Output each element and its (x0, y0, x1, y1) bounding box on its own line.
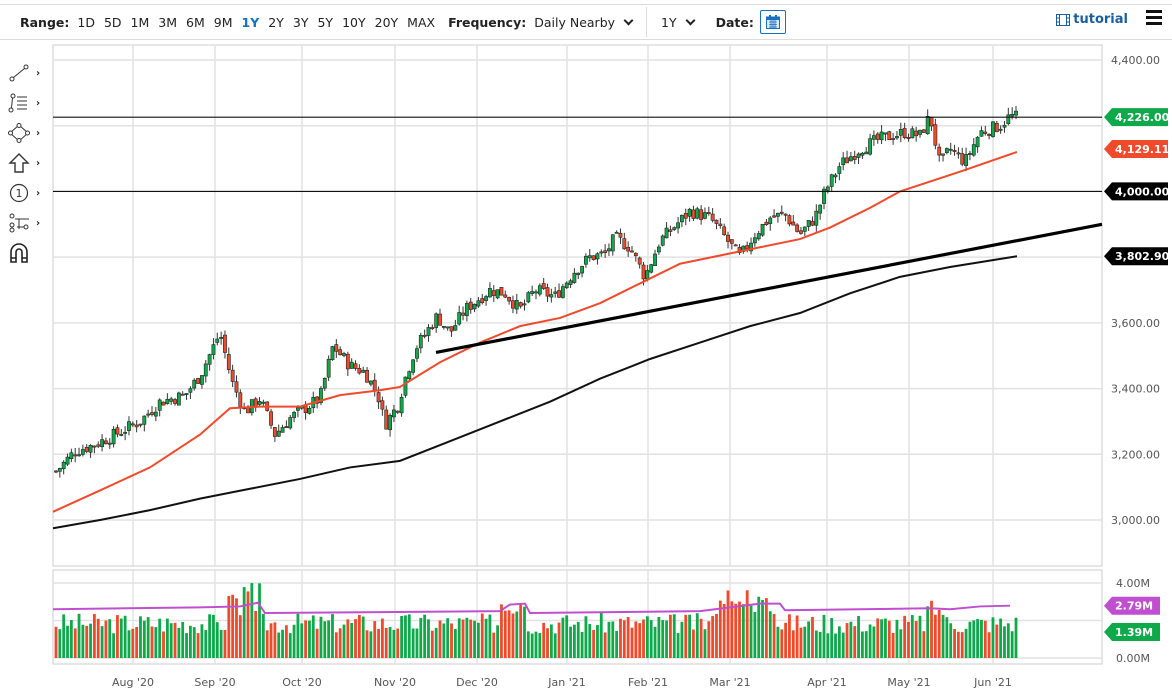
y-axis-label: 3,200.00 (1111, 448, 1160, 461)
arrow-up-icon (8, 153, 30, 173)
range-option-5d[interactable]: 5D (103, 14, 122, 30)
price-tag: 4,226.00 (1104, 108, 1170, 127)
trendline[interactable] (435, 222, 1103, 354)
x-axis-label: May '21 (887, 676, 930, 689)
fib-lines-icon (8, 93, 27, 113)
chevron-right-icon: › (36, 97, 41, 109)
x-axis-label: Nov '20 (374, 676, 416, 689)
line-icon (9, 64, 29, 82)
candles (54, 106, 1018, 478)
x-axis-label: Aug '20 (112, 676, 154, 689)
chevron-right-icon: › (36, 187, 41, 199)
film-icon (1056, 13, 1071, 26)
y-axis-label: 3,000.00 (1111, 514, 1160, 527)
frequency-label: Frequency: (448, 14, 527, 30)
volume-axis-label: 4.00M (1116, 577, 1150, 590)
calendar-icon (765, 15, 780, 29)
chevron-right-icon: › (36, 127, 41, 139)
volume-ma-line (52, 601, 1011, 615)
measure-tool[interactable]: › (8, 208, 50, 238)
svg-text:4,129.11: 4,129.11 (1115, 143, 1169, 156)
range-option-9m[interactable]: 9M (213, 14, 233, 30)
divider (646, 7, 648, 37)
range-option-1y[interactable]: 1Y (241, 14, 260, 30)
magnet-tool[interactable] (8, 238, 50, 268)
range-option-3m[interactable]: 3M (158, 14, 178, 30)
price-tag: 3,802.90 (1104, 247, 1170, 266)
svg-text:2.79M: 2.79M (1115, 600, 1153, 613)
range-option-6m[interactable]: 6M (186, 14, 205, 30)
drawing-toolbar: › › › › 1 › › (8, 58, 50, 268)
y-axis-label: 3,600.00 (1111, 317, 1160, 330)
period-dropdown[interactable]: 1Y (661, 14, 696, 30)
range-option-1d[interactable]: 1D (77, 14, 95, 30)
volume-bars (54, 583, 1018, 658)
price-tag: 1.39M (1104, 622, 1160, 641)
tutorial-label: tutorial (1073, 12, 1128, 27)
period-value: 1Y (661, 14, 677, 30)
magnet-icon (10, 243, 28, 263)
ma50-line (52, 151, 1018, 513)
chevron-right-icon: › (36, 157, 41, 169)
x-axis-label: Feb '21 (628, 676, 668, 689)
range-option-max[interactable]: MAX (407, 14, 436, 30)
svg-text:4,226.00: 4,226.00 (1115, 111, 1170, 124)
svg-text:1.39M: 1.39M (1115, 626, 1153, 639)
ma200-line (52, 255, 1018, 530)
price-pane (52, 44, 1103, 567)
range-option-1m[interactable]: 1M (130, 14, 150, 30)
annotation-tool[interactable]: 1 › (8, 178, 50, 208)
range-option-5y[interactable]: 5Y (317, 14, 334, 30)
measure-icon (9, 213, 29, 233)
y-axis-label: 3,400.00 (1111, 383, 1160, 396)
x-axis-label: Jun '21 (973, 676, 1012, 689)
x-axis-label: Apr '21 (807, 676, 847, 689)
arrow-tool[interactable]: › (8, 148, 50, 178)
range-option-3y[interactable]: 3Y (292, 14, 309, 30)
price-tag: 4,000.00 (1104, 182, 1170, 201)
chevron-right-icon: › (36, 217, 41, 229)
trend-line-tool[interactable]: › (8, 58, 50, 88)
polygon-icon (8, 123, 30, 143)
date-picker-button[interactable] (759, 10, 786, 34)
date-label: Date: (715, 14, 754, 30)
range-label: Range: (20, 14, 70, 30)
toolbar: Range: 1D 5D 1M 3M 6M 9M 1Y 2Y 3Y 5Y 10Y 20Y MAX Fre… (0, 4, 1172, 40)
tutorial-link[interactable]: tutorial (1056, 12, 1128, 27)
x-axis-label: Oct '20 (282, 676, 322, 689)
volume-axis-label: 0.00M (1116, 652, 1150, 665)
shapes-tool[interactable]: › (8, 118, 50, 148)
svg-text:4,000.00: 4,000.00 (1115, 185, 1170, 198)
price-tag: 2.79M (1104, 596, 1160, 615)
fibonacci-tool[interactable]: › (8, 88, 50, 118)
svg-text:1: 1 (16, 187, 23, 200)
x-axis-label: Jan '21 (547, 676, 585, 689)
range-options: 1D 5D 1M 3M 6M 9M 1Y 2Y 3Y 5Y 10Y 20Y MAX (77, 15, 444, 30)
y-axis-label: 4,400.00 (1111, 54, 1160, 67)
svg-text:3,802.90: 3,802.90 (1115, 250, 1170, 263)
range-option-10y[interactable]: 10Y (342, 14, 366, 30)
price-tag: 4,129.11 (1104, 140, 1169, 159)
range-option-2y[interactable]: 2Y (268, 14, 284, 30)
chevron-right-icon: › (36, 67, 41, 79)
x-axis-label: Mar '21 (709, 676, 750, 689)
range-selector: Range: 1D 5D 1M 3M 6M 9M 1Y 2Y 3Y 5Y 10Y 20Y MAX (20, 15, 444, 30)
range-option-20y[interactable]: 20Y (374, 14, 399, 30)
menu-button[interactable] (1146, 10, 1162, 28)
frequency-selector: Frequency: Daily Nearby (448, 14, 634, 30)
frequency-value: Daily Nearby (534, 14, 616, 30)
numbered-circle-icon: 1 (9, 183, 29, 203)
x-axis-label: Sep '20 (194, 676, 235, 689)
frequency-dropdown[interactable]: Daily Nearby (534, 14, 634, 30)
x-axis-label: Dec '20 (456, 676, 498, 689)
